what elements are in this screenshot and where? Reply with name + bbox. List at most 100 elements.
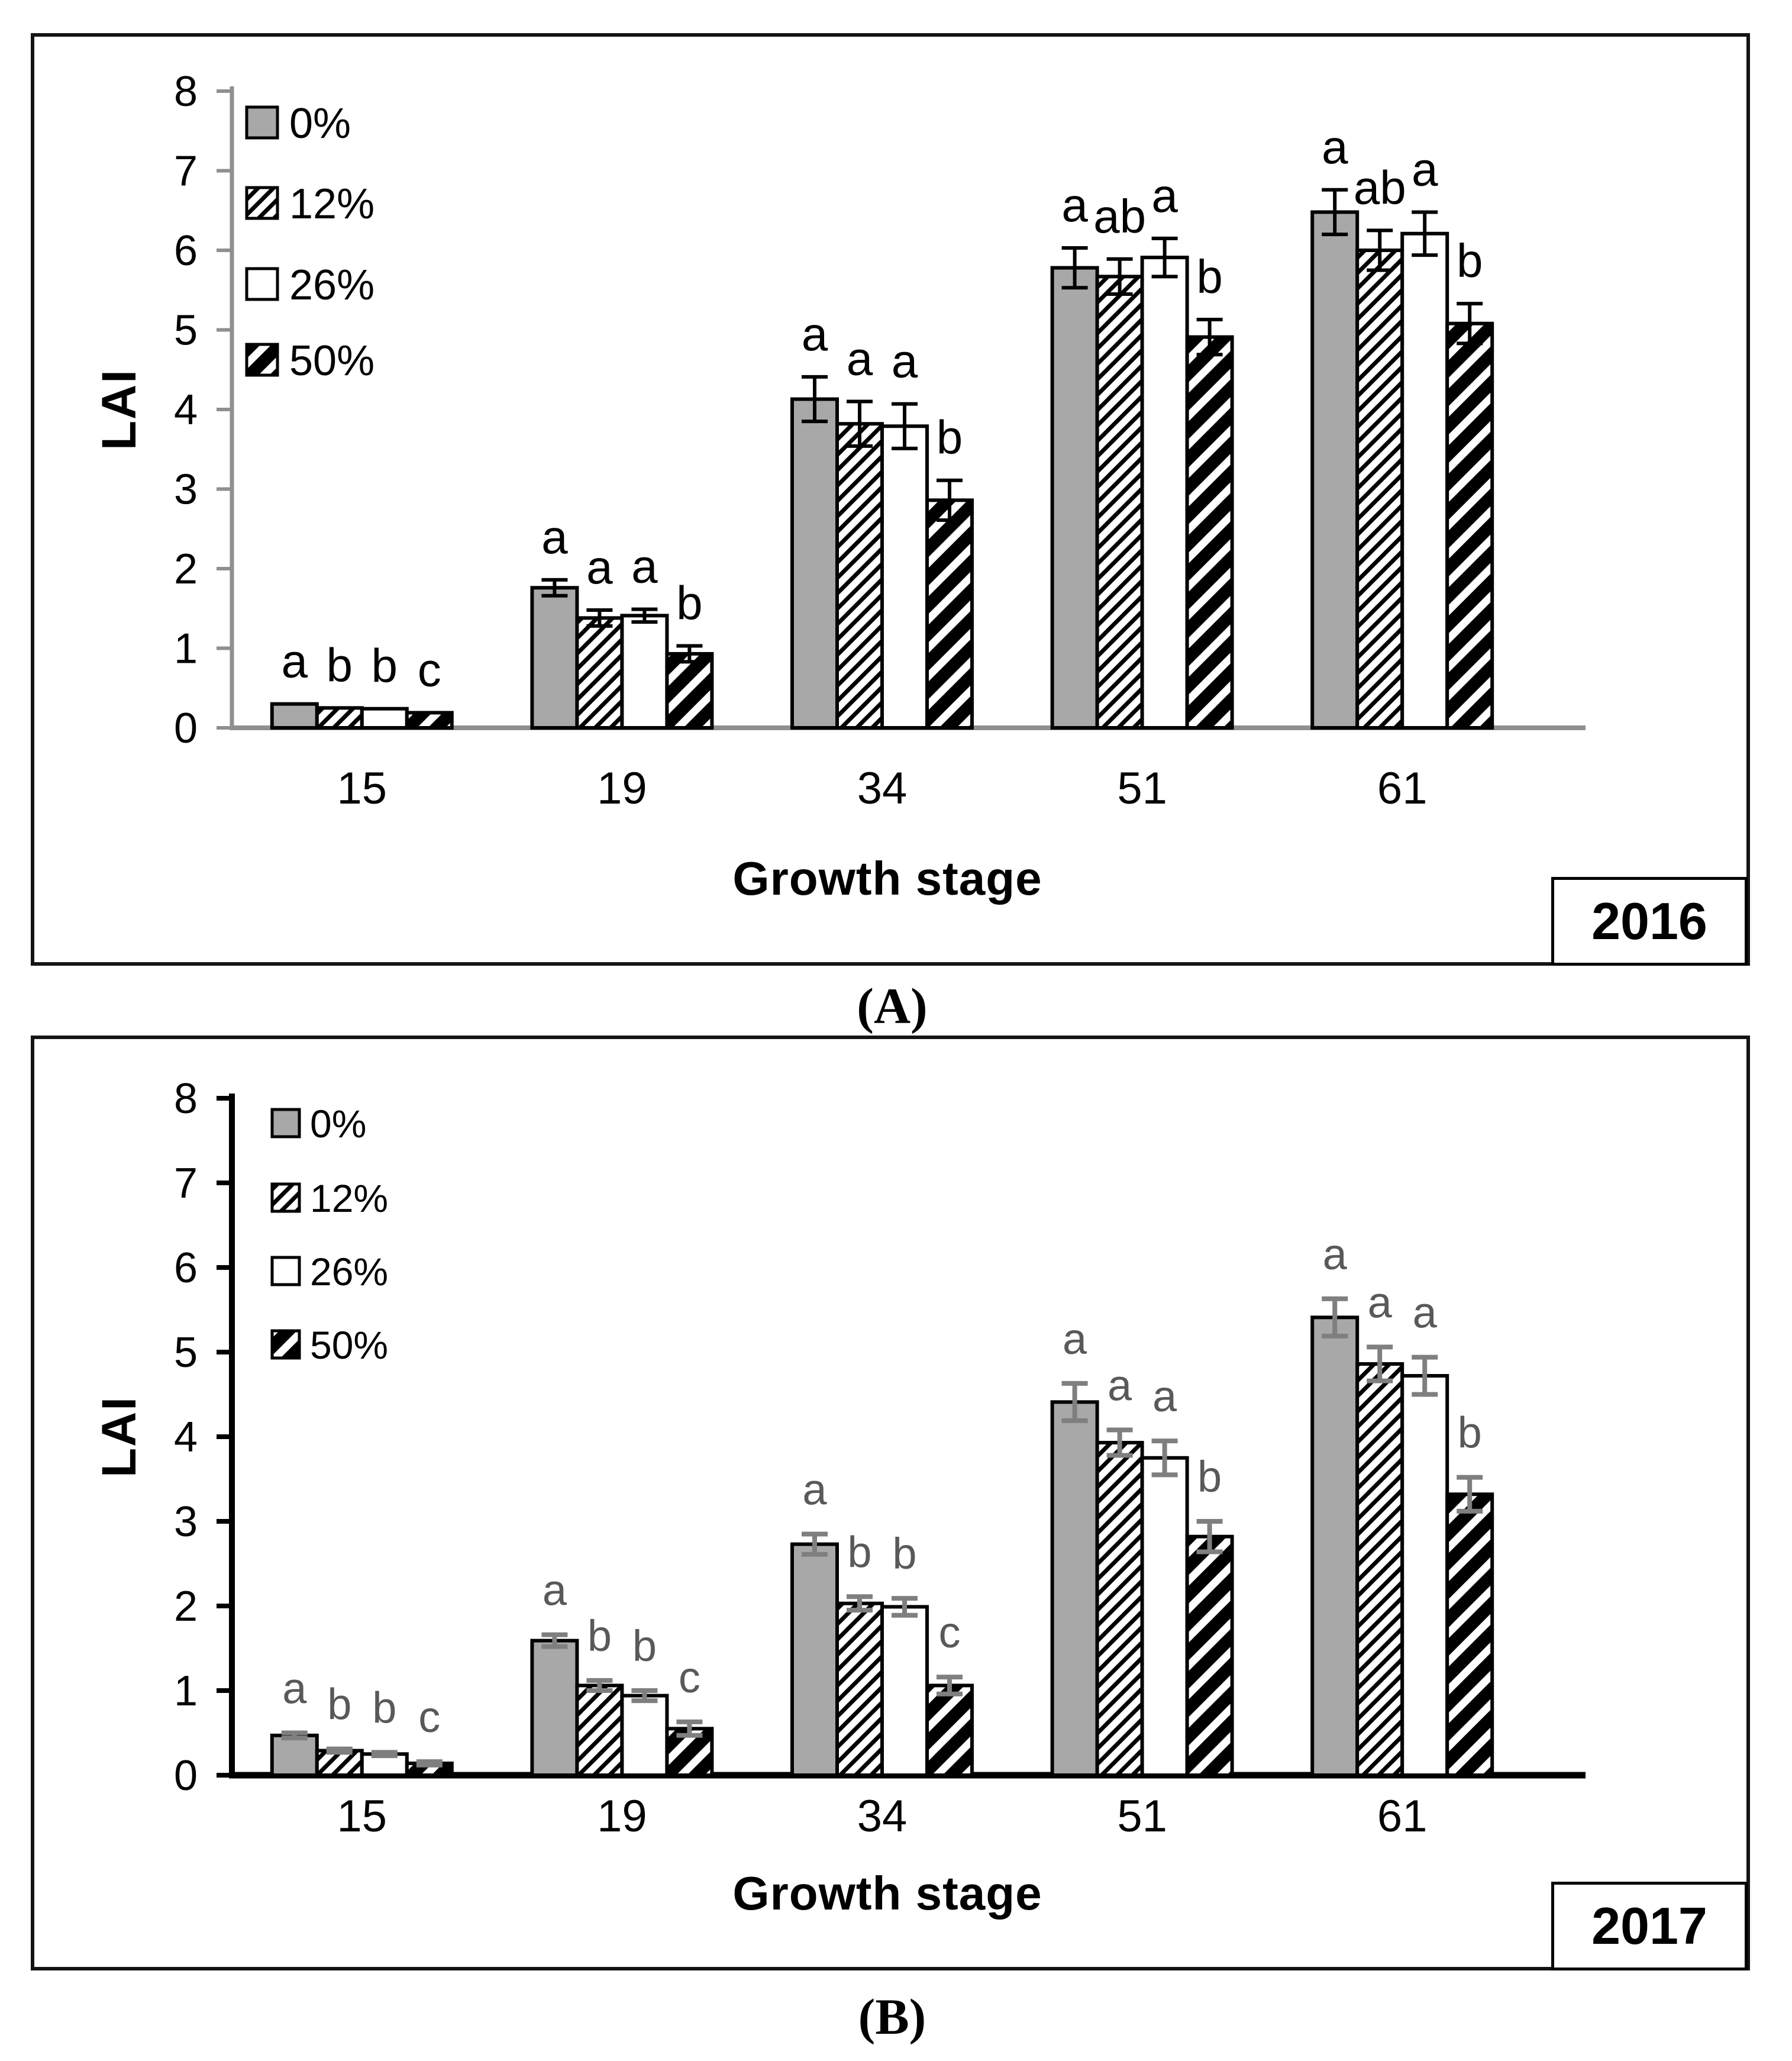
sig-letter-A-19-26%: a: [631, 540, 658, 593]
bar-A-15-0%: [270, 702, 319, 730]
error-bar-B-34-26%: [892, 1596, 918, 1618]
bar-B-19-50%: [665, 1727, 714, 1778]
sig-letter-A-34-50%: b: [937, 411, 963, 464]
sig-letter-A-15-0%: a: [282, 635, 308, 688]
bar-A-15-50%: [405, 711, 454, 730]
y-tick-label-3: 3: [174, 1498, 198, 1546]
x-category-label-B-34: 34: [857, 1791, 908, 1841]
x-category-label-A-61: 61: [1377, 763, 1428, 814]
sig-letter-A-61-50%: b: [1457, 234, 1483, 287]
error-bar-B-34-12%: [847, 1594, 873, 1613]
y-tick-label-8: 8: [174, 1075, 198, 1123]
error-bar-A-34-26%: [892, 402, 918, 450]
error-bar-B-61-26%: [1412, 1354, 1438, 1397]
error-bar-B-15-0%: [281, 1730, 308, 1741]
x-category-label-B-19: 19: [597, 1791, 647, 1841]
panel-a-frame: [31, 33, 1750, 966]
sig-letter-B-19-26%: b: [632, 1621, 657, 1670]
sig-letter-A-19-0%: a: [541, 511, 568, 563]
legend-swatch-50%: [270, 1329, 301, 1360]
error-bar-A-19-26%: [631, 607, 658, 624]
x-category-label-A-19: 19: [597, 763, 647, 814]
error-bar-A-61-26%: [1412, 210, 1438, 257]
y-tick-label-1: 1: [174, 625, 198, 673]
sig-letter-A-34-12%: a: [847, 333, 873, 385]
sig-letter-B-51-12%: a: [1108, 1361, 1132, 1410]
sig-letter-A-15-50%: c: [418, 643, 441, 696]
legend-swatch-0%: [245, 105, 279, 140]
y-tick-label-2: 2: [174, 1583, 198, 1630]
error-bar-B-51-26%: [1151, 1438, 1178, 1478]
error-bar-B-51-0%: [1061, 1381, 1088, 1423]
panel-b-x-axis-title: Growth stage: [732, 1867, 1042, 1920]
error-bar-A-51-12%: [1106, 257, 1133, 296]
bar-A-61-26%: [1400, 231, 1449, 730]
panel-b-y-axis-title: LAI: [92, 1395, 146, 1478]
sig-letter-B-15-26%: b: [372, 1683, 396, 1732]
sig-letter-B-61-0%: a: [1323, 1230, 1348, 1279]
sig-letter-A-19-50%: b: [676, 576, 703, 629]
error-bar-A-34-50%: [937, 478, 963, 522]
error-bar-A-19-50%: [676, 644, 703, 664]
x-category-label-B-61: 61: [1377, 1791, 1428, 1841]
sig-letter-A-61-26%: a: [1412, 143, 1438, 195]
x-category-label-B-15: 15: [337, 1791, 388, 1841]
y-tick-label-4: 4: [174, 1414, 198, 1461]
bar-A-19-26%: [620, 614, 669, 730]
legend-label-12%: 12%: [310, 1176, 388, 1220]
bar-B-61-26%: [1400, 1374, 1449, 1778]
error-bar-A-19-0%: [541, 578, 568, 598]
y-tick-label-0: 0: [174, 1752, 198, 1799]
bar-B-51-50%: [1185, 1534, 1234, 1777]
bar-A-34-50%: [925, 498, 974, 730]
bar-A-61-0%: [1310, 210, 1360, 730]
error-bar-B-19-12%: [586, 1678, 613, 1693]
sig-letter-B-51-50%: b: [1197, 1452, 1222, 1501]
legend-swatch-12%: [245, 186, 279, 220]
bar-A-51-26%: [1140, 256, 1189, 730]
sig-letter-B-51-26%: a: [1152, 1372, 1177, 1421]
bar-B-61-0%: [1310, 1315, 1360, 1778]
sig-letter-B-34-12%: b: [847, 1527, 871, 1576]
panel-b-year-badge: 2017: [1551, 1882, 1748, 1970]
sig-letter-A-61-12%: ab: [1354, 161, 1406, 214]
sig-letter-A-34-26%: a: [892, 335, 918, 388]
legend-label-26%: 26%: [310, 1250, 388, 1294]
y-tick-label-6: 6: [174, 1244, 198, 1292]
sig-letter-B-34-26%: b: [892, 1529, 916, 1578]
panel-a-x-axis-title: Growth stage: [732, 852, 1042, 905]
error-bar-B-61-12%: [1367, 1344, 1393, 1383]
sig-letter-B-19-0%: a: [543, 1566, 567, 1615]
sig-letter-B-34-0%: a: [802, 1465, 827, 1514]
sig-letter-B-15-50%: c: [418, 1692, 440, 1741]
error-bar-A-51-26%: [1151, 236, 1178, 279]
legend-label-50%: 50%: [289, 337, 374, 385]
error-bar-B-15-12%: [326, 1746, 353, 1755]
error-bar-B-15-50%: [416, 1759, 443, 1768]
sig-letter-A-34-0%: a: [802, 308, 828, 360]
legend-label-0%: 0%: [289, 100, 351, 147]
sig-letter-B-34-50%: c: [939, 1608, 961, 1657]
legend-label-0%: 0%: [310, 1102, 366, 1146]
sig-letter-A-51-0%: a: [1061, 179, 1088, 231]
error-bar-A-61-0%: [1322, 188, 1348, 237]
sig-letter-B-15-12%: b: [327, 1680, 351, 1729]
y-tick-label-1: 1: [174, 1667, 198, 1715]
error-bar-A-51-50%: [1196, 318, 1223, 357]
sig-letter-A-51-50%: b: [1196, 250, 1223, 303]
sig-letter-A-15-26%: b: [372, 640, 398, 692]
x-category-label-A-51: 51: [1117, 763, 1167, 814]
y-tick-label-5: 5: [174, 307, 198, 354]
bar-A-15-26%: [360, 707, 409, 730]
y-tick-label-0: 0: [174, 705, 198, 752]
error-bar-B-61-0%: [1322, 1296, 1348, 1338]
error-bar-B-51-12%: [1106, 1427, 1133, 1458]
bar-B-34-12%: [835, 1601, 884, 1777]
bar-A-61-50%: [1445, 321, 1494, 730]
legend-label-12%: 12%: [289, 180, 374, 228]
sig-letter-A-15-12%: b: [327, 638, 353, 691]
sig-letter-B-15-0%: a: [282, 1664, 307, 1713]
